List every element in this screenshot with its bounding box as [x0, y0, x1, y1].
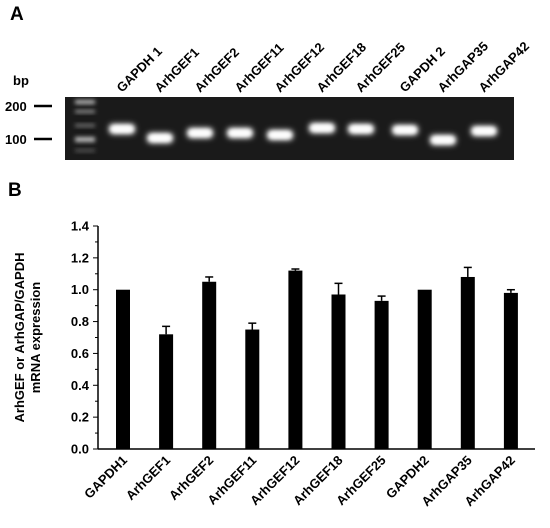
- y-axis-title-line-2: mRNA expression: [28, 282, 43, 394]
- y-tick-label: 0.2: [71, 410, 89, 425]
- y-tick-label: 1.0: [71, 282, 89, 297]
- bar-ArhGEF2: [202, 281, 217, 449]
- bar-ArhGAP35: [460, 276, 475, 449]
- gel-band-core-1: [111, 126, 133, 132]
- gel-band-core-5: [269, 132, 291, 138]
- bar-ArhGEF11: [245, 329, 260, 449]
- y-tick-label: 0.0: [71, 442, 89, 457]
- gel-background: [65, 97, 514, 160]
- gel-band-core-8: [394, 127, 416, 133]
- ladder-lane: [75, 100, 95, 152]
- y-tick-label: 0.4: [71, 378, 90, 393]
- gel-band-core-9: [432, 137, 454, 143]
- gel-band-core-7: [350, 126, 372, 132]
- panel-b-letter: B: [8, 180, 22, 201]
- bar-ArhGEF1: [159, 334, 174, 449]
- bar-GAPDH1: [116, 289, 130, 449]
- gel-band-core-3: [189, 130, 211, 136]
- bp-unit-label: bp: [13, 73, 29, 88]
- y-tick-label: 1.4: [71, 219, 90, 234]
- y-tick-label: 0.6: [71, 346, 89, 361]
- gel-image: bp 200 100 GAPDH 1ArhGEF1ArhGEF2ArhGEF11…: [5, 39, 532, 160]
- y-tick-label: 0.8: [71, 314, 89, 329]
- marker-label-100: 100: [5, 132, 27, 147]
- bar-ArhGAP42: [503, 292, 518, 449]
- y-axis-title: ArhGEF or ArhGAP/GAPDH mRNA expression: [12, 253, 43, 423]
- bar-ArhGEF12: [288, 270, 303, 449]
- bar-GAPDH2: [417, 289, 432, 449]
- y-axis-title-line-1: ArhGEF or ArhGAP/GAPDH: [12, 253, 27, 423]
- bar-ArhGEF25: [374, 300, 389, 449]
- gel-band-core-6: [311, 125, 333, 131]
- x-tick-label-GAPDH1: GAPDH1: [81, 453, 130, 502]
- gel-band-core-4: [229, 130, 251, 136]
- panel-a-letter: A: [10, 4, 24, 25]
- y-tick-label: 1.2: [71, 250, 89, 265]
- marker-label-200: 200: [5, 99, 27, 114]
- gel-band-core-2: [149, 135, 171, 141]
- gel-band-core-10: [473, 128, 495, 134]
- x-tick-label-ArhGEF1: ArhGEF1: [123, 453, 173, 503]
- bar-ArhGEF18: [331, 294, 346, 449]
